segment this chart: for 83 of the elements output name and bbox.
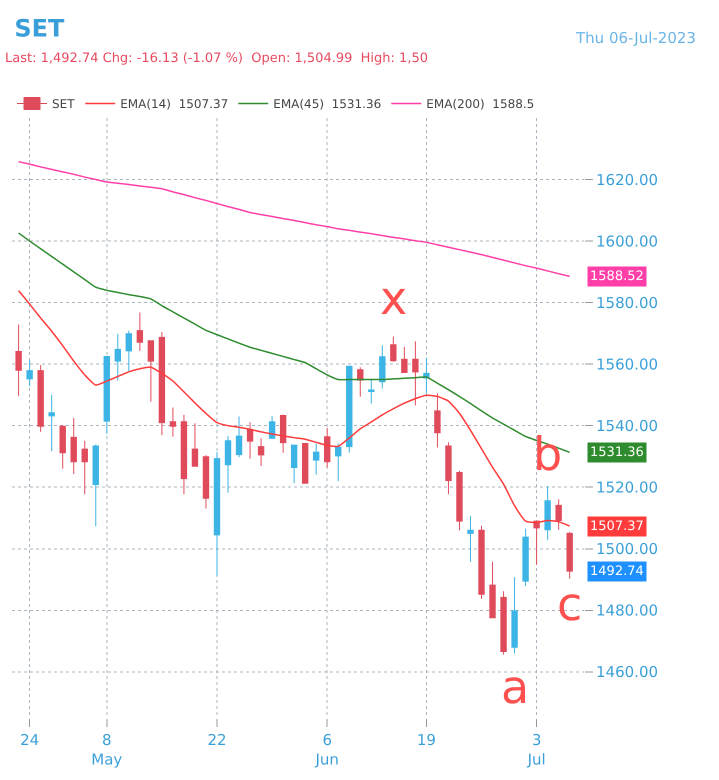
candlestick [445,442,452,495]
chart-title: SET [14,14,66,42]
candlestick [202,454,210,509]
legend-label: EMA(14) 1507.37 [120,97,228,112]
y-tick-label: 1580.00 [596,294,658,312]
candlestick [70,418,77,474]
line-series [18,160,570,278]
candlestick [346,365,352,454]
data-label: 1531.36 [590,445,644,460]
annotation: c [557,577,582,631]
candlestick [148,340,154,402]
candlestick [434,392,441,448]
candlestick [544,486,551,540]
y-tick-label: 1480.00 [596,602,658,620]
legend-label: EMA(200) 1588.5 [426,97,534,112]
y-tick-label: 1600.00 [596,232,658,250]
x-tick-label: 6 Jun [314,731,339,768]
candlestick [158,332,166,436]
candlestick [48,394,55,452]
annotation: a [501,660,530,714]
y-tick-label: 1460.00 [596,663,658,682]
x-tick-label: 3 Jul [526,731,546,768]
x-tick-label: 8 May [91,731,122,768]
y-tick-label: 1500.00 [596,540,658,558]
x-tick-label: 19 [416,731,436,749]
candlestick [511,576,518,654]
candlestick [390,336,397,362]
candlestick [114,333,121,381]
candlestick [192,422,198,467]
y-tick-label: 1560.00 [596,355,658,374]
annotation: b [533,427,562,481]
candlestick [423,357,430,394]
candlestick [60,424,66,470]
chart-subtitle: Last: 1,492.74 Chg: -16.13 (-1.07 %) Open: 1,504.99 High: 1,50 [5,51,428,66]
y-tick-label: 1520.00 [596,478,658,496]
candlestick [126,330,132,372]
y-tick-label: 1620.00 [596,170,658,189]
candlestick [26,360,33,387]
candlestick [312,443,320,476]
candlestick [258,438,264,466]
candlestick [104,356,110,434]
line-series [18,290,570,527]
candlestick [82,440,88,495]
data-label: 1507.37 [590,519,644,534]
candlestick [368,379,374,404]
x-tick-label: 22 [207,731,227,749]
legend-label: SET [52,97,76,112]
candlestick [335,443,342,482]
candlestick [500,590,507,656]
candlestick [214,452,220,576]
candlestick [379,344,386,389]
candlestick [280,414,286,454]
data-label: 1588.52 [590,269,644,284]
candlestick [412,340,419,406]
candlestick [478,525,485,600]
candlestick [236,416,242,458]
candlestick [456,470,463,531]
candlestick [180,414,188,495]
candlestick [246,422,254,460]
legend-label: EMA(45) 1531.36 [273,97,382,112]
candlestick [268,416,276,440]
candlestick [37,364,44,432]
candlestick [489,561,496,618]
candlestick [15,324,22,397]
candlestick [357,366,364,398]
x-tick-label: 24 [20,731,40,749]
candlestick [92,444,99,527]
candlestick [401,346,408,373]
candlestick [290,444,298,484]
candlestick [324,427,330,468]
candlestick [522,528,529,586]
text: Thu 06-Jul-2023 [575,29,696,47]
text: 1492.74 [590,564,644,579]
candlestick [224,435,232,494]
annotation: x [380,271,408,325]
candlestick [467,516,474,562]
candlestick [136,312,144,352]
candlestick [555,498,562,530]
y-tick-label: 1540.00 [596,416,658,435]
candlestick [566,531,573,580]
candlestick [302,442,308,484]
candlestick [533,520,540,566]
candlestick [170,407,176,438]
